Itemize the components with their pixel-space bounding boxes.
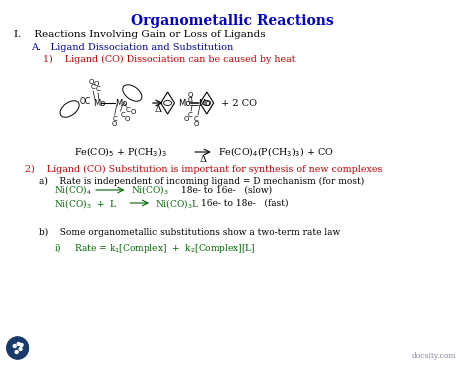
- Text: C: C: [188, 112, 192, 118]
- Text: Δ: Δ: [155, 105, 161, 115]
- Text: Organometallic Reactions: Organometallic Reactions: [131, 14, 334, 28]
- Text: C: C: [126, 107, 131, 113]
- Text: O: O: [112, 121, 118, 127]
- Text: 16e- to 18e-   (fast): 16e- to 18e- (fast): [201, 198, 289, 208]
- Circle shape: [7, 337, 28, 359]
- Circle shape: [15, 351, 18, 354]
- Text: O: O: [125, 116, 130, 122]
- Text: C: C: [112, 116, 117, 122]
- Text: Mo: Mo: [198, 98, 210, 108]
- Text: docsity.com: docsity.com: [411, 352, 456, 360]
- Text: C: C: [194, 116, 199, 122]
- Text: i)     Rate = k$_1$[Complex]  +  k$_2$[Complex][L]: i) Rate = k$_1$[Complex] + k$_2$[Complex…: [54, 241, 255, 255]
- Circle shape: [13, 344, 16, 347]
- Text: 1)    Ligand (CO) Dissociation can be caused by heat: 1) Ligand (CO) Dissociation can be cause…: [43, 55, 296, 64]
- Text: b)    Some organometallic substitutions show a two-term rate law: b) Some organometallic substitutions sho…: [39, 228, 340, 237]
- Text: C: C: [91, 84, 95, 90]
- Text: O: O: [193, 121, 199, 127]
- Text: O: O: [187, 92, 193, 98]
- Text: C: C: [96, 86, 100, 92]
- Text: Δ: Δ: [200, 154, 206, 164]
- Text: OC: OC: [80, 97, 91, 105]
- Text: Ni(CO)$_3$: Ni(CO)$_3$: [131, 183, 169, 197]
- Circle shape: [20, 344, 23, 347]
- Text: I.    Reactions Involving Gain or Loss of Ligands: I. Reactions Involving Gain or Loss of L…: [14, 30, 265, 39]
- Text: Ni(CO)$_4$: Ni(CO)$_4$: [54, 183, 91, 197]
- Text: O: O: [183, 116, 189, 122]
- Text: O: O: [93, 81, 99, 87]
- Text: Fe(CO)$_4$(P(CH$_3$)$_3$) + CO: Fe(CO)$_4$(P(CH$_3$)$_3$) + CO: [218, 146, 333, 158]
- Text: 18e- to 16e-   (slow): 18e- to 16e- (slow): [182, 186, 273, 194]
- Text: O: O: [131, 109, 136, 115]
- Text: a)    Rate is independent of incoming ligand = D mechanism (for most): a) Rate is independent of incoming ligan…: [39, 177, 365, 186]
- Circle shape: [17, 343, 20, 346]
- Text: Ni(CO)$_3$L: Ni(CO)$_3$L: [155, 197, 199, 209]
- Text: O: O: [89, 79, 94, 85]
- Text: + 2 CO: + 2 CO: [220, 98, 256, 108]
- Text: Mo: Mo: [93, 98, 106, 108]
- Circle shape: [19, 347, 22, 351]
- Text: 2)    Ligand (CO) Substitution is important for synthesis of new complexes: 2) Ligand (CO) Substitution is important…: [25, 165, 382, 174]
- Text: Mo: Mo: [115, 98, 127, 108]
- Text: A.   Ligand Dissociation and Substitution: A. Ligand Dissociation and Substitution: [31, 43, 234, 52]
- Text: C: C: [120, 112, 125, 118]
- Text: Ni(CO)$_3$  +  L: Ni(CO)$_3$ + L: [54, 197, 117, 209]
- Text: Fe(CO)$_5$ + P(CH$_3$)$_3$: Fe(CO)$_5$ + P(CH$_3$)$_3$: [73, 146, 166, 158]
- Text: C: C: [188, 97, 192, 103]
- Text: Mo: Mo: [178, 98, 191, 108]
